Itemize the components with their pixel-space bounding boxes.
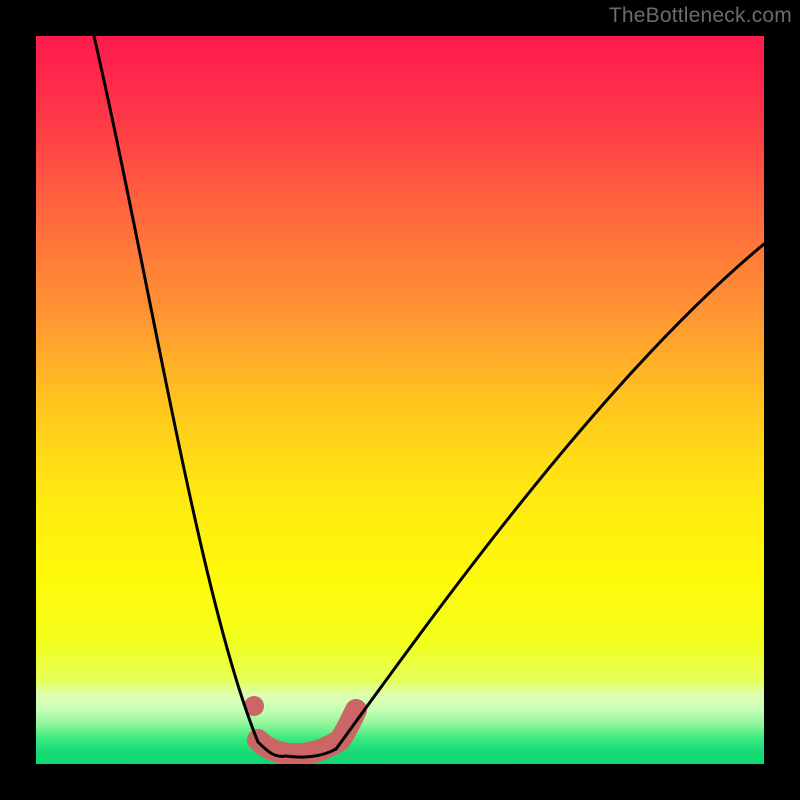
chart-plot-area (36, 36, 764, 764)
bottleneck-curve-chart (0, 0, 800, 800)
chart-stage: TheBottleneck.com (0, 0, 800, 800)
watermark-text: TheBottleneck.com (609, 4, 792, 28)
